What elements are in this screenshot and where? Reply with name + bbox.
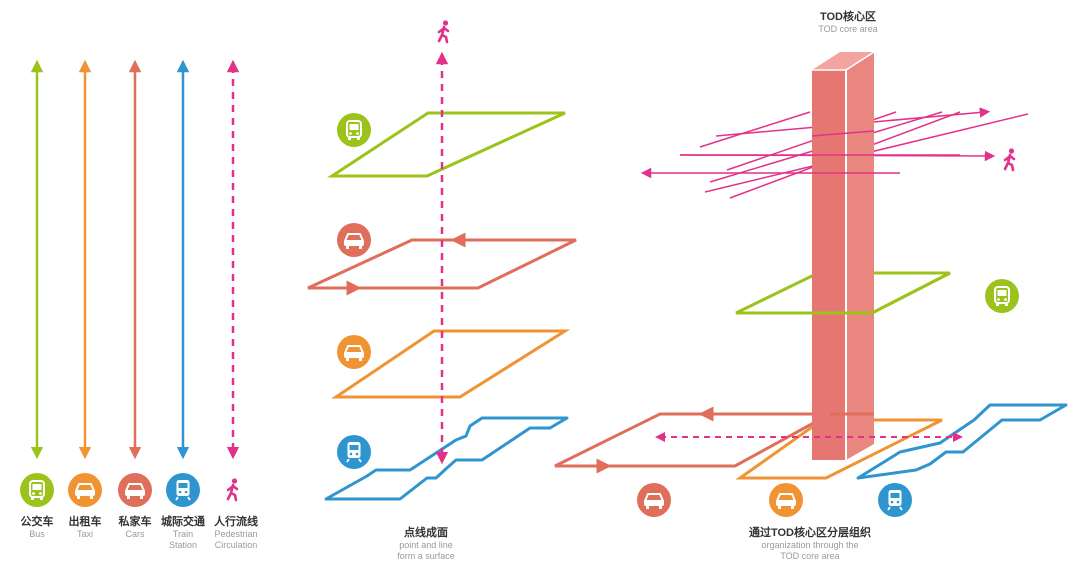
middle-title-en1: point and line bbox=[399, 540, 453, 550]
taxi-icon bbox=[68, 473, 102, 507]
pedestrian-icon bbox=[1003, 147, 1016, 172]
middle-title-en2: form a surface bbox=[397, 551, 455, 561]
pedestrian-icon bbox=[437, 19, 450, 44]
bus-icon bbox=[20, 473, 54, 507]
legend-train-cn: 城际交通 bbox=[161, 514, 205, 528]
tod-core-diagram: TOD核心区 TOD core area 通过TOD核心区分层组织 organi… bbox=[554, 9, 1068, 561]
legend-pedestrian-en2: Circulation bbox=[215, 540, 258, 550]
bus-icon bbox=[985, 279, 1019, 313]
point-line-diagram: 点线成面 point and line form a surface bbox=[307, 19, 577, 561]
train-icon bbox=[337, 435, 371, 469]
legend-bus-cn: 公交车 bbox=[21, 514, 54, 528]
tod-core-title-en: TOD core area bbox=[818, 24, 877, 34]
legend-car-en: Cars bbox=[125, 529, 145, 539]
middle-title-cn: 点线成面 bbox=[404, 525, 448, 539]
bus-icon bbox=[337, 113, 371, 147]
legend: 公交车 Bus 出租车 Taxi 私家车 Cars 城际交通 Train Sta… bbox=[20, 59, 258, 550]
taxi-icon bbox=[337, 335, 371, 369]
tod-organization-cn: 通过TOD核心区分层组织 bbox=[749, 525, 871, 539]
car-icon bbox=[337, 223, 371, 257]
bus-plane bbox=[326, 111, 566, 178]
pedestrian-icon bbox=[226, 477, 239, 502]
train-icon bbox=[878, 483, 912, 517]
legend-car-cn: 私家车 bbox=[119, 514, 152, 528]
legend-pedestrian-cn: 人行流线 bbox=[214, 514, 258, 528]
legend-train-en1: Train bbox=[173, 529, 193, 539]
car-icon bbox=[118, 473, 152, 507]
train-icon bbox=[166, 473, 200, 507]
legend-bus-en: Bus bbox=[29, 529, 45, 539]
legend-pedestrian-en1: Pedestrian bbox=[214, 529, 257, 539]
legend-taxi-en: Taxi bbox=[77, 529, 93, 539]
car-icon bbox=[637, 483, 671, 517]
legend-taxi-cn: 出租车 bbox=[69, 514, 102, 528]
tod-core-title-cn: TOD核心区 bbox=[820, 9, 876, 23]
tod-core-tower bbox=[812, 51, 875, 460]
train-level-plane bbox=[856, 403, 1068, 480]
car-level-plane bbox=[554, 412, 831, 468]
taxi-icon bbox=[769, 483, 803, 517]
bus-level-plane-front bbox=[736, 271, 951, 315]
tod-organization-en1: organization through the bbox=[761, 540, 858, 550]
tod-organization-en2: TOD core area bbox=[780, 551, 839, 561]
taxi-plane bbox=[331, 329, 571, 399]
train-plane bbox=[324, 416, 569, 501]
car-plane bbox=[307, 238, 577, 290]
legend-train-en2: Station bbox=[169, 540, 197, 550]
